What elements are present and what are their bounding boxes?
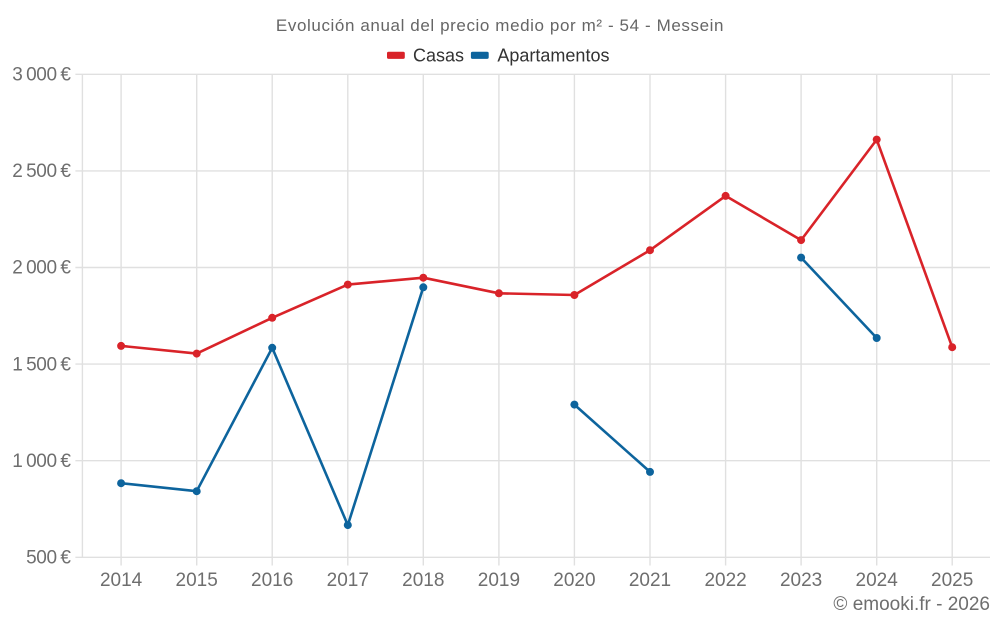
svg-text:2017: 2017	[327, 570, 369, 591]
svg-text:2018: 2018	[402, 570, 444, 591]
svg-text:2019: 2019	[478, 570, 520, 591]
svg-text:500 €: 500 €	[26, 548, 71, 569]
svg-text:2020: 2020	[553, 570, 595, 591]
svg-text:Apartamentos: Apartamentos	[497, 46, 609, 66]
svg-text:2015: 2015	[176, 570, 218, 591]
svg-text:2023: 2023	[780, 570, 822, 591]
svg-text:2021: 2021	[629, 570, 671, 591]
svg-text:© emooki.fr - 2026: © emooki.fr - 2026	[833, 594, 990, 615]
svg-text:2025: 2025	[931, 570, 973, 591]
svg-text:2 500 €: 2 500 €	[12, 161, 71, 182]
svg-text:2022: 2022	[704, 570, 746, 591]
svg-text:1 500 €: 1 500 €	[12, 354, 71, 375]
svg-text:3 000 €: 3 000 €	[12, 65, 71, 86]
svg-text:Evolución anual del precio med: Evolución anual del precio medio por m² …	[276, 16, 724, 35]
svg-text:1 000 €: 1 000 €	[12, 451, 71, 472]
svg-text:2 000 €: 2 000 €	[12, 258, 71, 279]
svg-text:2014: 2014	[100, 570, 143, 591]
svg-text:Casas: Casas	[413, 46, 464, 66]
svg-text:2024: 2024	[856, 570, 899, 591]
svg-text:2016: 2016	[251, 570, 293, 591]
